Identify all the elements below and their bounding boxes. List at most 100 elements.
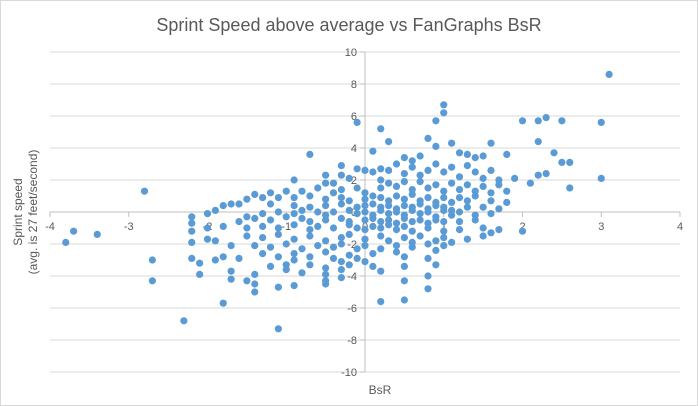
data-point — [377, 176, 385, 184]
data-point — [432, 216, 440, 224]
data-point — [337, 200, 345, 208]
data-point — [487, 197, 495, 205]
data-point — [353, 254, 361, 262]
data-point — [322, 179, 330, 187]
data-point — [455, 186, 464, 194]
data-point — [243, 213, 251, 221]
data-point — [196, 270, 204, 278]
data-point — [479, 174, 487, 182]
data-point — [274, 224, 282, 232]
y-tick-label-9: 8 — [351, 79, 357, 91]
data-point — [290, 282, 298, 290]
data-point — [377, 267, 385, 275]
data-point — [345, 261, 353, 269]
data-point — [282, 266, 290, 274]
data-point — [597, 118, 605, 126]
data-point — [432, 237, 440, 245]
data-point — [455, 173, 464, 181]
data-point — [385, 237, 393, 245]
data-point — [392, 192, 401, 200]
data-point — [259, 210, 267, 218]
data-point — [203, 210, 212, 218]
data-point — [432, 261, 440, 269]
data-point — [503, 198, 511, 206]
data-point — [188, 219, 196, 227]
data-point — [314, 242, 322, 250]
x-tick-label-0: -4 — [45, 221, 55, 233]
data-point — [424, 134, 432, 142]
data-point — [337, 162, 345, 170]
data-point — [416, 171, 424, 179]
data-point — [274, 283, 282, 291]
data-point — [408, 190, 416, 198]
data-point — [227, 200, 235, 208]
data-point — [542, 170, 550, 178]
data-point — [369, 222, 377, 230]
data-point — [345, 174, 353, 182]
data-point — [274, 208, 282, 216]
y-tick-label-10: 10 — [345, 47, 357, 59]
data-point — [463, 150, 471, 158]
data-point — [243, 195, 251, 203]
data-point — [361, 202, 369, 210]
data-point — [369, 168, 377, 176]
data-point — [448, 211, 456, 219]
data-point — [385, 210, 393, 218]
data-point — [440, 218, 448, 226]
data-point — [377, 194, 385, 202]
data-point — [290, 202, 298, 210]
data-point — [385, 138, 393, 146]
data-point — [479, 152, 487, 160]
data-point — [424, 285, 432, 293]
data-point — [211, 256, 219, 264]
data-point — [392, 160, 401, 168]
data-point — [322, 171, 330, 179]
data-point — [566, 184, 574, 192]
data-point — [471, 216, 479, 224]
data-point — [306, 192, 314, 200]
data-point — [345, 197, 353, 205]
data-point — [408, 206, 416, 214]
data-point — [337, 266, 345, 274]
data-point — [487, 189, 495, 197]
data-point — [298, 187, 306, 195]
data-point — [400, 296, 408, 304]
data-point — [188, 227, 196, 235]
data-point — [432, 246, 440, 254]
data-point — [392, 208, 401, 216]
y-tick-label-8: 6 — [351, 111, 357, 123]
data-point — [235, 254, 243, 262]
data-point — [219, 202, 227, 210]
data-point — [534, 171, 542, 179]
data-point — [337, 186, 345, 194]
data-point — [329, 208, 338, 216]
data-point — [440, 206, 448, 214]
data-point — [385, 221, 393, 229]
data-point — [337, 258, 345, 266]
data-point — [408, 218, 416, 226]
data-point — [424, 254, 432, 262]
data-point — [306, 150, 314, 158]
data-point — [408, 157, 416, 165]
data-point — [503, 150, 511, 158]
y-tick-label-4: -2 — [347, 239, 357, 251]
data-point — [322, 270, 330, 278]
data-point — [377, 206, 385, 214]
data-point — [353, 210, 361, 218]
data-point — [329, 254, 338, 262]
data-point — [337, 234, 345, 242]
data-point — [416, 232, 424, 240]
data-point — [400, 170, 408, 178]
data-point — [243, 277, 251, 285]
data-point — [361, 242, 369, 250]
data-point — [377, 218, 385, 226]
data-point — [385, 202, 393, 210]
x-axis-title: BsR — [369, 383, 392, 397]
data-point — [385, 179, 393, 187]
data-point — [424, 208, 432, 216]
data-point — [306, 232, 314, 240]
data-point — [235, 200, 243, 208]
data-point — [219, 222, 227, 230]
data-point — [290, 210, 298, 218]
